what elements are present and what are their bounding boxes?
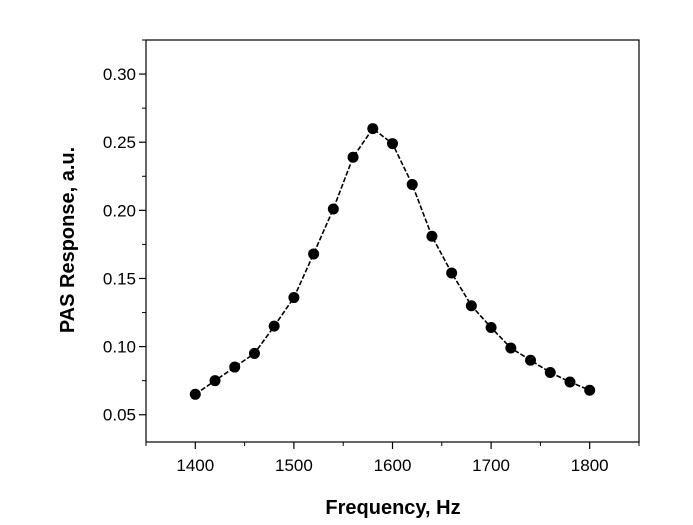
data-point (525, 354, 537, 366)
data-point (367, 123, 379, 135)
x-tick-label: 1600 (374, 456, 412, 475)
data-points (189, 123, 596, 400)
x-tick-label: 1700 (472, 456, 510, 475)
data-point (426, 230, 438, 242)
data-point (308, 248, 320, 260)
x-axis: 1400 1500 1600 1700 1800 (145, 442, 640, 475)
x-tick-label: 1400 (176, 456, 214, 475)
data-point (209, 375, 221, 387)
data-point (406, 178, 418, 190)
data-point (446, 267, 458, 279)
y-tick-label: 0.15 (103, 269, 136, 288)
data-point (248, 347, 260, 359)
data-point (347, 151, 359, 163)
data-point (505, 342, 517, 354)
data-point (465, 300, 477, 312)
x-tick-label: 1500 (275, 456, 313, 475)
data-point (485, 322, 497, 334)
y-tick-label: 0.25 (103, 133, 136, 152)
x-axis-title: Frequency, Hz (325, 497, 460, 519)
data-point (584, 384, 596, 396)
y-axis-title: PAS Response, a.u. (57, 147, 79, 333)
y-tick-label: 0.20 (103, 201, 136, 220)
data-point (564, 376, 576, 388)
data-point (387, 138, 398, 150)
y-tick-label: 0.30 (103, 65, 136, 84)
data-point (189, 388, 201, 400)
data-point (268, 320, 280, 332)
data-point (544, 367, 556, 379)
data-point (229, 361, 241, 373)
data-point (327, 203, 339, 215)
y-tick-label: 0.10 (103, 338, 136, 357)
y-tick-label: 0.05 (103, 406, 136, 425)
data-point (288, 292, 300, 304)
y-axis: 0.05 0.10 0.15 0.20 0.25 0.30 (103, 39, 146, 425)
x-tick-label: 1800 (571, 456, 609, 475)
